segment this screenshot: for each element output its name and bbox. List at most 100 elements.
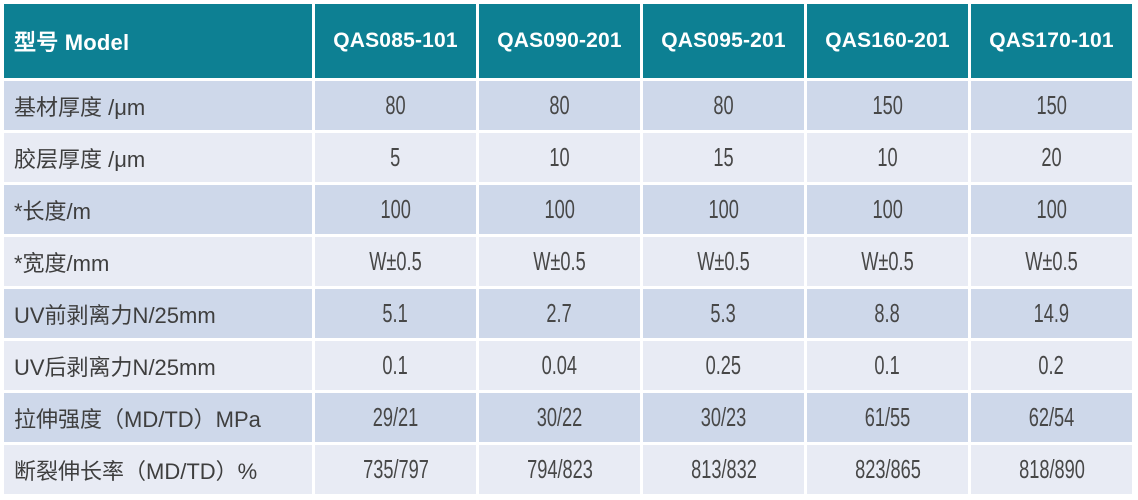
value-cell: 794/823 <box>479 445 640 494</box>
cell-value: 5.1 <box>382 298 409 328</box>
cell-value: 150 <box>872 90 903 120</box>
value-cell: W±0.5 <box>315 237 476 286</box>
cell-value: 100 <box>1036 194 1067 224</box>
cell-value: 14.9 <box>1033 298 1070 328</box>
cell-value: 10 <box>877 142 898 172</box>
cell-value: 8.8 <box>874 298 901 328</box>
value-cell: 0.04 <box>479 341 640 390</box>
cell-value: 15 <box>713 142 734 172</box>
value-cell: 735/797 <box>315 445 476 494</box>
cell-value: W±0.5 <box>1025 246 1078 276</box>
value-cell: W±0.5 <box>479 237 640 286</box>
cell-value: 80 <box>713 90 734 120</box>
cell-value: 0.1 <box>874 350 901 380</box>
header-row: 型号 Model QAS085-101 QAS090-201 QAS095-20… <box>4 4 1132 78</box>
cell-value: W±0.5 <box>861 246 914 276</box>
cell-value: 10 <box>549 142 570 172</box>
cell-value: 794/823 <box>526 454 593 484</box>
cell-value: W±0.5 <box>533 246 586 276</box>
row-label: 胶层厚度 /μm <box>4 133 312 182</box>
cell-value: 100 <box>544 194 575 224</box>
cell-value: 80 <box>549 90 570 120</box>
cell-value: 29/21 <box>372 402 419 432</box>
value-cell: 8.8 <box>807 289 968 338</box>
value-cell: 5.3 <box>643 289 804 338</box>
value-cell: 2.7 <box>479 289 640 338</box>
value-cell: 20 <box>971 133 1132 182</box>
table-row-width: *宽度/mm W±0.5 W±0.5 W±0.5 W±0.5 W±0.5 <box>4 237 1132 286</box>
table-row-length: *长度/m 100 100 100 100 100 <box>4 185 1132 234</box>
row-label: 基材厚度 /μm <box>4 81 312 130</box>
value-cell: 100 <box>807 185 968 234</box>
row-label: 拉伸强度（MD/TD）MPa <box>4 393 312 442</box>
cell-value: 0.2 <box>1038 350 1065 380</box>
value-cell: 0.1 <box>807 341 968 390</box>
column-header-qas090: QAS090-201 <box>479 4 640 78</box>
value-cell: 100 <box>479 185 640 234</box>
value-cell: 823/865 <box>807 445 968 494</box>
value-cell: 29/21 <box>315 393 476 442</box>
value-cell: 5 <box>315 133 476 182</box>
row-label: 断裂伸长率（MD/TD）% <box>4 445 312 494</box>
value-cell: 813/832 <box>643 445 804 494</box>
column-header-model: 型号 Model <box>4 4 312 78</box>
value-cell: 0.2 <box>971 341 1132 390</box>
cell-value: 61/55 <box>864 402 911 432</box>
cell-value: 62/54 <box>1028 402 1075 432</box>
cell-value: 100 <box>872 194 903 224</box>
column-header-qas095: QAS095-201 <box>643 4 804 78</box>
row-label: *宽度/mm <box>4 237 312 286</box>
value-cell: 80 <box>643 81 804 130</box>
table-row-adhesive-thickness: 胶层厚度 /μm 5 10 15 10 20 <box>4 133 1132 182</box>
table-row-peel-before-uv: UV前剥离力N/25mm 5.1 2.7 5.3 8.8 14.9 <box>4 289 1132 338</box>
value-cell: 30/23 <box>643 393 804 442</box>
value-cell: 80 <box>479 81 640 130</box>
cell-value: 20 <box>1041 142 1062 172</box>
cell-value: 813/832 <box>690 454 757 484</box>
cell-value: 100 <box>380 194 411 224</box>
value-cell: W±0.5 <box>807 237 968 286</box>
cell-value: 150 <box>1036 90 1067 120</box>
cell-value: 5.3 <box>710 298 737 328</box>
value-cell: W±0.5 <box>971 237 1132 286</box>
value-cell: 100 <box>643 185 804 234</box>
table-row-substrate-thickness: 基材厚度 /μm 80 80 80 150 150 <box>4 81 1132 130</box>
cell-value: 2.7 <box>546 298 573 328</box>
table-row-peel-after-uv: UV后剥离力N/25mm 0.1 0.04 0.25 0.1 0.2 <box>4 341 1132 390</box>
cell-value: 735/797 <box>362 454 429 484</box>
table-row-tensile-strength: 拉伸强度（MD/TD）MPa 29/21 30/22 30/23 61/55 6… <box>4 393 1132 442</box>
value-cell: W±0.5 <box>643 237 804 286</box>
value-cell: 10 <box>479 133 640 182</box>
cell-value: 30/23 <box>700 402 747 432</box>
cell-value: 100 <box>708 194 739 224</box>
row-label: *长度/m <box>4 185 312 234</box>
row-label: UV后剥离力N/25mm <box>4 341 312 390</box>
column-header-qas085: QAS085-101 <box>315 4 476 78</box>
value-cell: 10 <box>807 133 968 182</box>
value-cell: 30/22 <box>479 393 640 442</box>
cell-value: W±0.5 <box>369 246 422 276</box>
value-cell: 100 <box>315 185 476 234</box>
value-cell: 14.9 <box>971 289 1132 338</box>
table-row-elongation-at-break: 断裂伸长率（MD/TD）% 735/797 794/823 813/832 82… <box>4 445 1132 494</box>
value-cell: 818/890 <box>971 445 1132 494</box>
row-label: UV前剥离力N/25mm <box>4 289 312 338</box>
value-cell: 0.1 <box>315 341 476 390</box>
value-cell: 61/55 <box>807 393 968 442</box>
value-cell: 0.25 <box>643 341 804 390</box>
value-cell: 5.1 <box>315 289 476 338</box>
cell-value: 823/865 <box>854 454 921 484</box>
cell-value: 0.04 <box>541 350 578 380</box>
value-cell: 80 <box>315 81 476 130</box>
value-cell: 150 <box>971 81 1132 130</box>
cell-value: 30/22 <box>536 402 583 432</box>
cell-value: 5 <box>390 142 401 172</box>
cell-value: 818/890 <box>1018 454 1085 484</box>
value-cell: 150 <box>807 81 968 130</box>
cell-value: 0.1 <box>382 350 409 380</box>
value-cell: 15 <box>643 133 804 182</box>
cell-value: 80 <box>385 90 406 120</box>
value-cell: 62/54 <box>971 393 1132 442</box>
column-header-qas170: QAS170-101 <box>971 4 1132 78</box>
